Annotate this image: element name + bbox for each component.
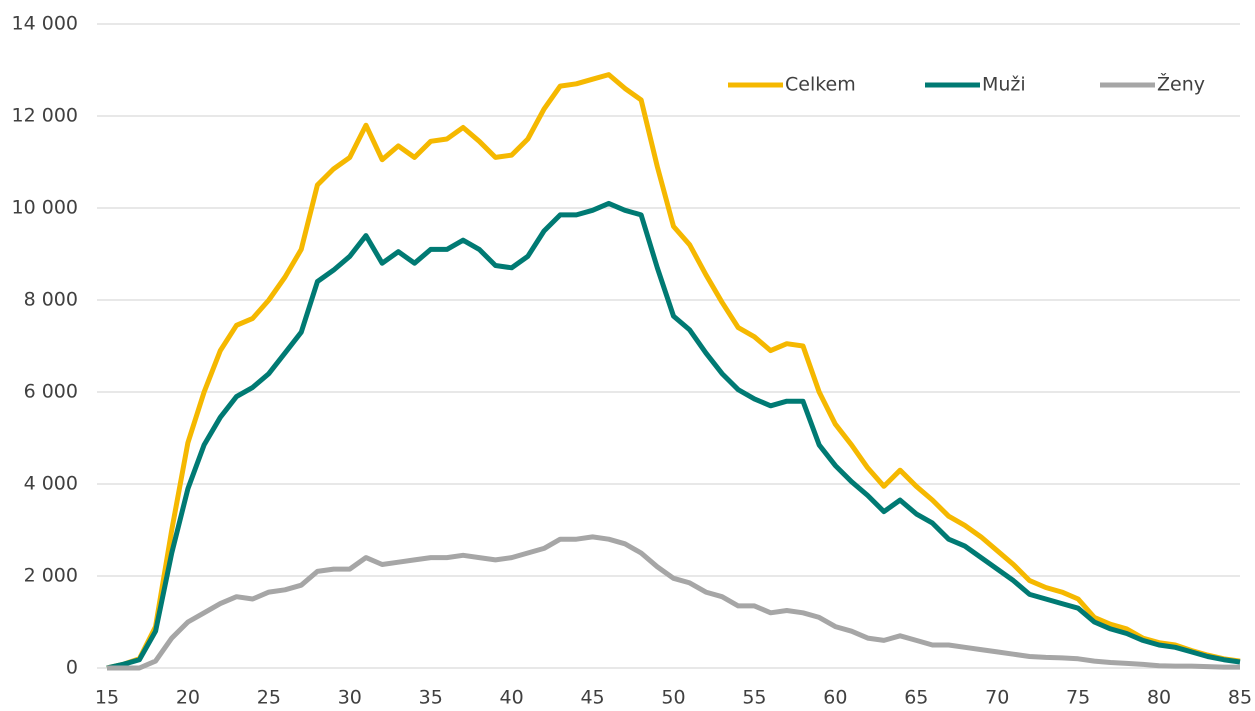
x-tick-label: 60 (823, 687, 847, 709)
x-tick-label: 45 (580, 687, 604, 709)
legend-label: Celkem (785, 74, 856, 96)
x-tick-label: 35 (419, 687, 443, 709)
x-tick-label: 40 (500, 687, 524, 709)
series-line (106, 200, 1241, 671)
legend-label: Ženy (1157, 73, 1205, 96)
x-tick-label: 20 (176, 687, 200, 709)
y-tick-label: 0 (66, 657, 78, 679)
y-tick-label: 8 000 (24, 289, 78, 311)
x-tick-label: 15 (95, 687, 119, 709)
x-tick-label: 25 (257, 687, 281, 709)
y-tick-label: 6 000 (24, 381, 78, 403)
x-tick-label: 30 (338, 687, 362, 709)
series-line (107, 534, 1240, 671)
y-tick-label: 14 000 (12, 13, 78, 35)
x-tick-label: 70 (985, 687, 1009, 709)
y-tick-label: 4 000 (24, 473, 78, 495)
x-tick-label: 75 (1066, 687, 1090, 709)
x-tick-label: 55 (742, 687, 766, 709)
y-tick-label: 10 000 (12, 197, 78, 219)
x-tick-label: 80 (1147, 687, 1171, 709)
x-tick-label: 50 (661, 687, 685, 709)
x-tick-label: 85 (1228, 687, 1252, 709)
x-tick-label: 65 (904, 687, 928, 709)
y-tick-label: 12 000 (12, 105, 78, 127)
legend-label: Muži (982, 74, 1026, 96)
y-tick-label: 2 000 (24, 565, 78, 587)
series-line (106, 72, 1241, 671)
